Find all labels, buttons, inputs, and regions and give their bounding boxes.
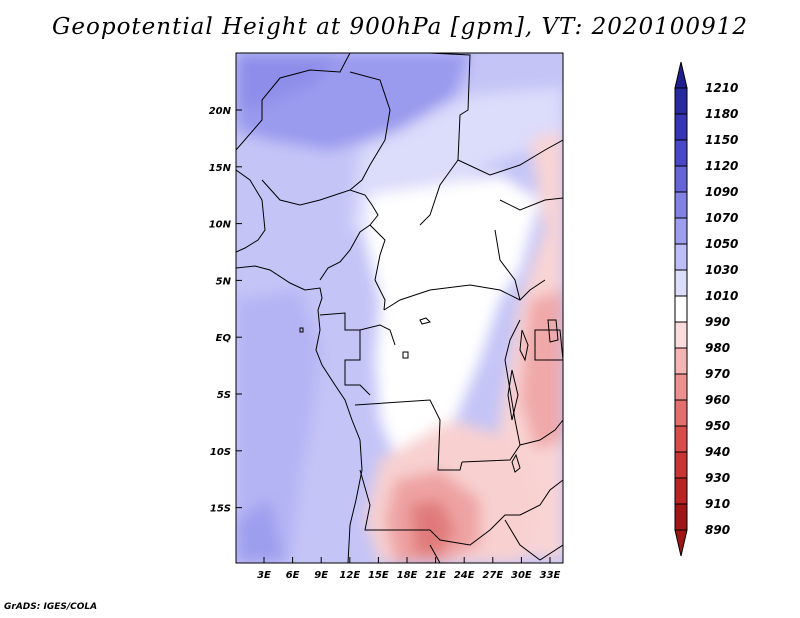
lon-label: 9E [314, 570, 328, 581]
height-field [236, 53, 563, 563]
map-frame [235, 52, 564, 564]
lon-label: 6E [286, 570, 300, 581]
colorbar-swatch [674, 269, 688, 297]
colorbar-label: 1180 [705, 107, 738, 121]
colorbar-swatch [674, 373, 688, 401]
colorbar-swatch [674, 87, 688, 115]
colorbar-min-arrow [674, 529, 688, 557]
colorbar-swatch [674, 425, 688, 453]
colorbar-swatch [674, 321, 688, 349]
colorbar-label: 1070 [705, 211, 738, 225]
colorbar-max-arrow [674, 61, 688, 89]
lon-label: 21E [425, 570, 446, 581]
lat-label: EQ [216, 333, 232, 344]
colorbar-label: 1090 [705, 185, 738, 199]
colorbar-label: 910 [705, 497, 730, 511]
lat-label: 15S [210, 504, 231, 515]
colorbar-label: 1210 [705, 81, 738, 95]
colorbar-label: 930 [705, 471, 730, 485]
colorbar-swatch [674, 295, 688, 323]
lon-label: 15E [368, 570, 389, 581]
colorbar-label: 940 [705, 445, 730, 459]
lat-label: 5N [216, 276, 232, 287]
lon-label: 3E [257, 570, 271, 581]
colorbar-label: 1030 [705, 263, 738, 277]
longitude-axis: 3E 6E 9E 12E 15E 18E 21E 24E 27E 30E 33E [257, 557, 561, 581]
lat-label: 10N [209, 220, 232, 231]
lat-label: 20N [209, 106, 232, 117]
lat-label: 10S [210, 447, 231, 458]
colorbar-label: 990 [705, 315, 730, 329]
colorbar-swatch [674, 139, 688, 167]
lat-label: 5S [217, 390, 231, 401]
lon-label: 12E [339, 570, 360, 581]
colorbar-label: 1010 [705, 289, 738, 303]
colorbar: 1210 1180 1150 1120 1090 1070 1050 1030 1010 990 9… [674, 61, 738, 557]
lat-label: 15N [209, 163, 232, 174]
colorbar-swatch [674, 165, 688, 193]
colorbar-swatch [674, 217, 688, 245]
colorbar-label: 1120 [705, 159, 738, 173]
colorbar-swatch [674, 113, 688, 141]
footer-credit: GrADS: IGES/COLA [4, 602, 98, 612]
colorbar-label: 960 [705, 393, 730, 407]
colorbar-swatch [674, 243, 688, 271]
colorbar-swatch [674, 191, 688, 219]
colorbar-label: 1150 [705, 133, 738, 147]
lon-label: 27E [482, 570, 503, 581]
colorbar-swatch [674, 477, 688, 505]
colorbar-swatch [674, 451, 688, 479]
colorbar-swatch [674, 347, 688, 375]
lon-label: 30E [511, 570, 532, 581]
colorbar-label: 980 [705, 341, 730, 355]
colorbar-swatch [674, 503, 688, 531]
lon-label: 18E [397, 570, 418, 581]
colorbar-label: 1050 [705, 237, 738, 251]
lon-label: 24E [454, 570, 475, 581]
colorbar-label: 970 [705, 367, 730, 381]
lon-label: 33E [540, 570, 561, 581]
colorbar-label: 950 [705, 419, 730, 433]
colorbar-swatch [674, 399, 688, 427]
latitude-axis: 20N 15N 10N 5N EQ 5S 10S 15S [209, 106, 242, 515]
colorbar-label: 890 [705, 523, 730, 537]
chart-title: Geopotential Height at 900hPa [gpm], VT:… [52, 14, 748, 40]
